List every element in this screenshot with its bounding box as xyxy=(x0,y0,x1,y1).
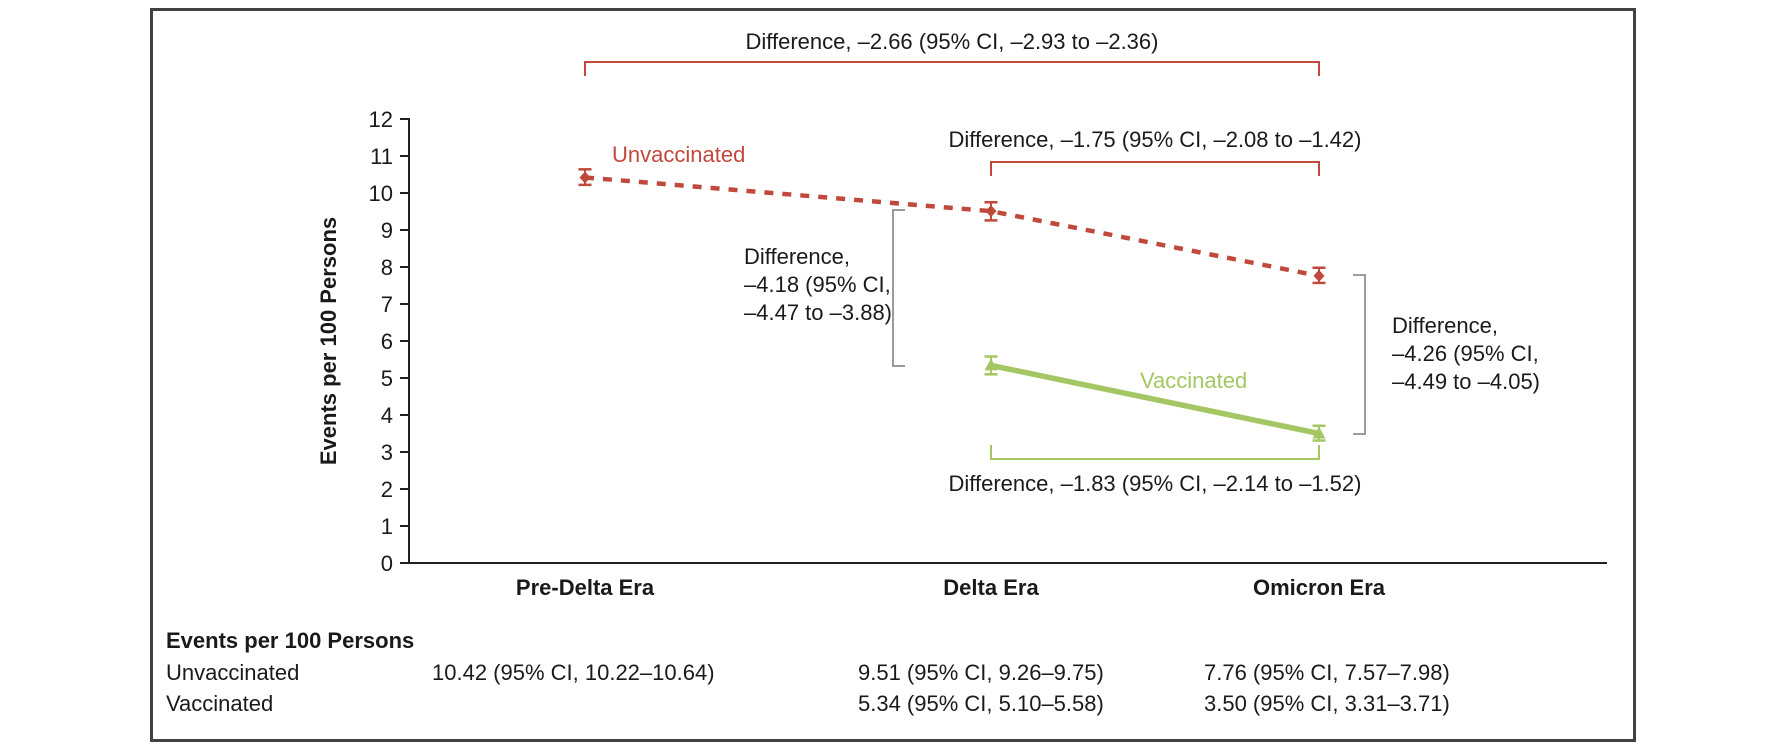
vaccinated-marker xyxy=(984,358,998,371)
table-header: Events per 100 Persons xyxy=(166,628,415,653)
bracket-top-red xyxy=(584,61,1320,76)
table-row-label-unvaccinated: Unvaccinated xyxy=(166,660,300,685)
bracket-mid-red xyxy=(990,161,1320,176)
unvaccinated-omicron-value: 7.76 (95% CI, 7.57–7.98) xyxy=(1204,660,1450,685)
table-row-label-vaccinated: Vaccinated xyxy=(166,691,274,716)
y-tick-label: 10 xyxy=(369,181,393,206)
vaccinated-omicron-value: 3.50 (95% CI, 3.31–3.71) xyxy=(1204,691,1450,716)
difference-annotation-mid: Difference, –1.75 (95% CI, –2.08 to –1.4… xyxy=(948,127,1362,152)
unvaccinated-delta-value: 9.51 (95% CI, 9.26–9.75) xyxy=(858,660,1104,685)
difference-annotation-delta: Difference, –4.18 (95% CI, –4.47 to –3.8… xyxy=(744,244,893,325)
unvaccinated-marker xyxy=(985,205,997,218)
y-tick-label: 9 xyxy=(381,218,393,243)
vaccinated-line xyxy=(990,362,1320,437)
bracket-bottom-green xyxy=(990,445,1320,460)
unvaccinated-marker xyxy=(579,171,591,184)
unvaccinated-marker xyxy=(1313,269,1325,282)
unvaccinated-predelta-value: 10.42 (95% CI, 10.22–10.64) xyxy=(432,660,715,685)
difference-annotation-bottom: Difference, –1.83 (95% CI, –2.14 to –1.5… xyxy=(948,471,1362,496)
difference-annotation-omicron: Difference, –4.26 (95% CI, –4.49 to –4.0… xyxy=(1392,313,1541,394)
y-tick-label: 11 xyxy=(370,144,393,169)
y-tick-label: 4 xyxy=(381,403,393,428)
difference-annotation-top: Difference, –2.66 (95% CI, –2.93 to –2.3… xyxy=(745,29,1159,54)
bracket-omicron-gray xyxy=(1353,274,1366,435)
y-tick-label: 0 xyxy=(381,551,393,576)
y-tick-label: 6 xyxy=(381,329,393,354)
figure-border xyxy=(150,8,1636,742)
y-axis-title: Events per 100 Persons xyxy=(316,217,341,465)
x-tick-label: Pre-Delta Era xyxy=(516,575,655,600)
y-tick-label: 5 xyxy=(381,366,393,391)
y-tick-label: 8 xyxy=(381,255,393,280)
y-tick-label: 12 xyxy=(369,107,393,132)
x-tick-label: Delta Era xyxy=(943,575,1039,600)
unvaccinated-series-label: Unvaccinated xyxy=(612,142,746,167)
y-tick-label: 7 xyxy=(381,292,393,317)
unvaccinated-line xyxy=(584,175,1320,279)
bracket-delta-gray xyxy=(892,209,905,367)
y-tick-label: 1 xyxy=(381,514,393,539)
y-tick-label: 2 xyxy=(381,477,393,502)
vaccinated-delta-value: 5.34 (95% CI, 5.10–5.58) xyxy=(858,691,1104,716)
y-tick-label: 3 xyxy=(381,440,393,465)
x-tick-label: Omicron Era xyxy=(1253,575,1386,600)
vaccinated-series-label: Vaccinated xyxy=(1140,368,1248,393)
vaccinated-marker xyxy=(1312,426,1326,439)
